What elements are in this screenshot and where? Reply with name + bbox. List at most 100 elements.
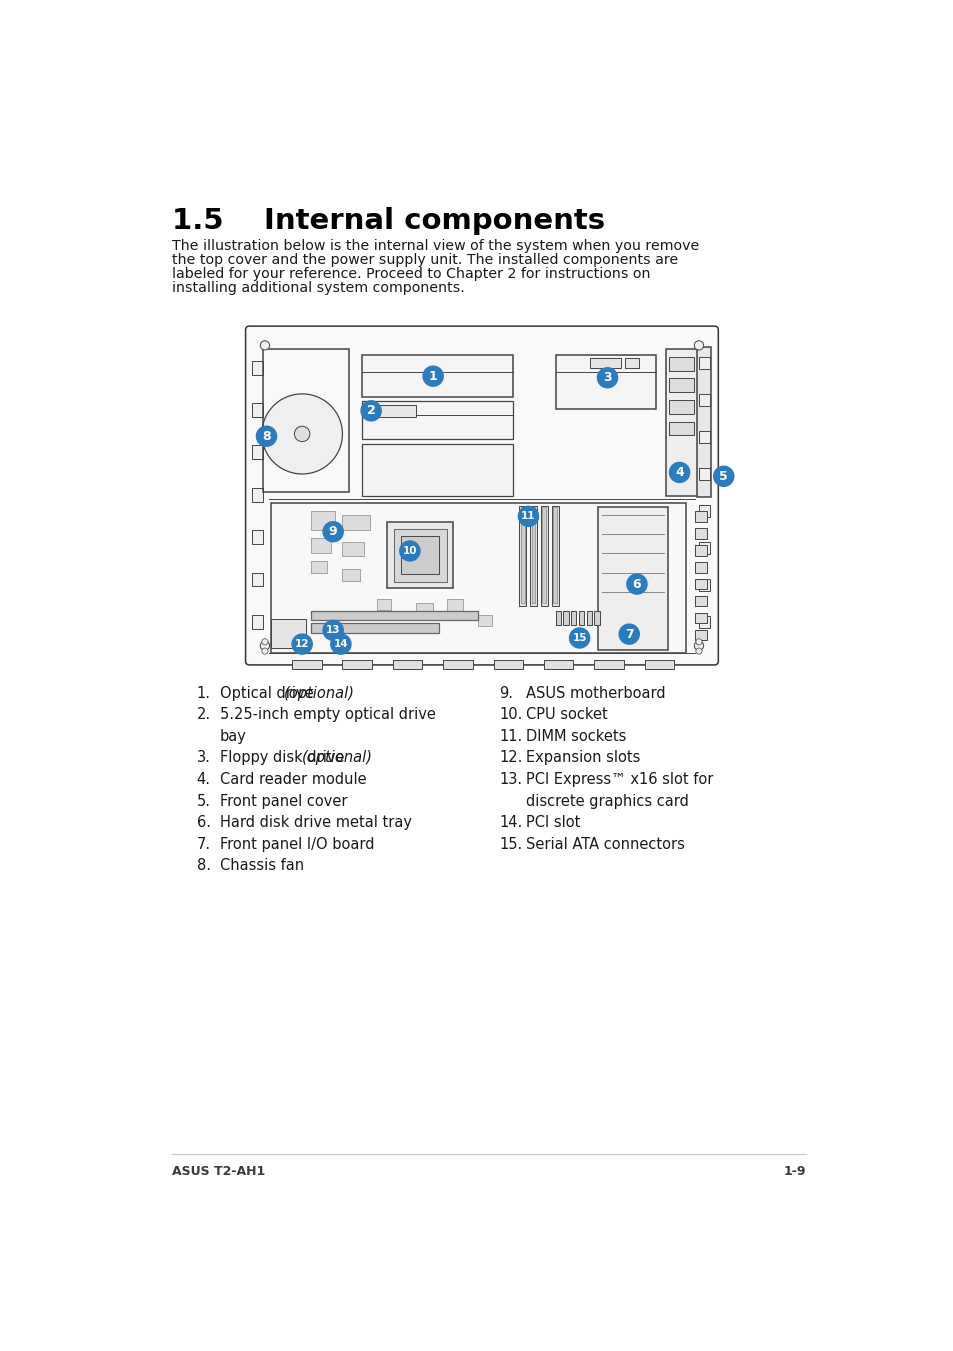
Text: 10: 10 xyxy=(402,546,416,557)
Circle shape xyxy=(618,624,639,644)
Text: ASUS T2-AH1: ASUS T2-AH1 xyxy=(172,1165,265,1178)
Bar xyxy=(531,507,535,604)
Text: the top cover and the power supply unit. The installed components are: the top cover and the power supply unit.… xyxy=(172,253,678,267)
Bar xyxy=(699,578,709,590)
Bar xyxy=(697,347,711,497)
Bar xyxy=(393,659,422,669)
Text: 1: 1 xyxy=(428,370,437,382)
Bar xyxy=(311,538,331,554)
Text: CPU socket: CPU socket xyxy=(525,708,607,723)
Circle shape xyxy=(399,540,419,561)
Circle shape xyxy=(323,521,343,542)
Circle shape xyxy=(360,401,381,422)
Text: 4: 4 xyxy=(675,466,683,480)
FancyBboxPatch shape xyxy=(245,326,718,665)
Bar xyxy=(699,616,709,628)
Bar xyxy=(543,659,573,669)
Text: 8.: 8. xyxy=(196,858,211,873)
Bar xyxy=(669,378,694,392)
Bar xyxy=(292,659,321,669)
Circle shape xyxy=(260,642,270,650)
Bar xyxy=(695,544,707,555)
Bar xyxy=(520,507,524,604)
Text: Serial ATA connectors: Serial ATA connectors xyxy=(525,836,684,851)
Bar xyxy=(669,357,694,370)
Text: 4.: 4. xyxy=(196,771,211,788)
Bar xyxy=(271,503,685,654)
Bar xyxy=(695,528,707,539)
Bar xyxy=(699,357,709,369)
Bar xyxy=(394,528,447,582)
Bar xyxy=(699,505,709,517)
Bar xyxy=(530,505,537,605)
Circle shape xyxy=(597,367,617,388)
Text: ASUS motherboard: ASUS motherboard xyxy=(525,686,665,701)
Circle shape xyxy=(517,507,537,527)
Bar xyxy=(669,400,694,413)
Bar xyxy=(598,507,667,650)
Bar xyxy=(590,358,620,367)
Text: (optional): (optional) xyxy=(283,686,355,701)
Bar xyxy=(361,401,513,439)
Bar xyxy=(669,422,694,435)
Text: installing additional system components.: installing additional system components. xyxy=(172,281,464,295)
Circle shape xyxy=(261,648,268,654)
Circle shape xyxy=(261,394,342,474)
Text: 13.: 13. xyxy=(498,771,521,788)
Bar xyxy=(695,612,707,623)
Text: The illustration below is the internal view of the system when you remove: The illustration below is the internal v… xyxy=(172,239,699,253)
Bar xyxy=(342,542,364,555)
Text: 13: 13 xyxy=(326,626,340,635)
Bar xyxy=(263,349,348,492)
Bar xyxy=(553,507,557,604)
Text: Front panel I/O board: Front panel I/O board xyxy=(220,836,375,851)
Bar xyxy=(252,615,262,628)
Text: labeled for your reference. Proceed to Chapter 2 for instructions on: labeled for your reference. Proceed to C… xyxy=(172,267,650,281)
Bar xyxy=(387,523,453,588)
Circle shape xyxy=(292,634,312,654)
Bar xyxy=(562,611,568,626)
Text: 10.: 10. xyxy=(498,708,522,723)
Bar xyxy=(342,515,369,530)
Bar xyxy=(624,358,639,367)
Text: 1-9: 1-9 xyxy=(782,1165,805,1178)
Bar xyxy=(551,505,558,605)
Text: 7: 7 xyxy=(624,628,633,640)
Circle shape xyxy=(331,634,351,654)
Bar xyxy=(311,511,335,530)
Circle shape xyxy=(294,426,310,442)
Text: 15.: 15. xyxy=(498,836,521,851)
Bar xyxy=(540,505,547,605)
Bar xyxy=(377,600,391,611)
Text: 5.: 5. xyxy=(196,793,211,808)
Text: Front panel cover: Front panel cover xyxy=(220,793,347,808)
Bar xyxy=(271,619,306,648)
Bar xyxy=(342,569,359,581)
Text: Chassis fan: Chassis fan xyxy=(220,858,304,873)
Bar xyxy=(401,536,439,574)
Text: 12: 12 xyxy=(294,639,309,648)
Text: 7.: 7. xyxy=(196,836,211,851)
Bar xyxy=(252,573,262,586)
Bar xyxy=(571,611,576,626)
Bar xyxy=(311,611,477,620)
Bar xyxy=(644,659,674,669)
Text: 2.: 2. xyxy=(196,708,211,723)
Bar xyxy=(252,446,262,459)
Bar xyxy=(666,349,699,496)
Circle shape xyxy=(260,340,270,350)
Text: Floppy disk drive: Floppy disk drive xyxy=(220,750,349,766)
Bar xyxy=(578,611,583,626)
Circle shape xyxy=(694,642,703,650)
Text: 8: 8 xyxy=(262,430,271,443)
Circle shape xyxy=(626,574,646,594)
Text: 15: 15 xyxy=(572,634,586,643)
Bar xyxy=(695,630,707,640)
Text: 14.: 14. xyxy=(498,815,521,830)
Bar xyxy=(699,542,709,554)
Bar xyxy=(342,659,372,669)
Text: Optical drive: Optical drive xyxy=(220,686,318,701)
Text: 9: 9 xyxy=(329,526,337,538)
Text: 2: 2 xyxy=(366,404,375,417)
Circle shape xyxy=(569,628,589,648)
